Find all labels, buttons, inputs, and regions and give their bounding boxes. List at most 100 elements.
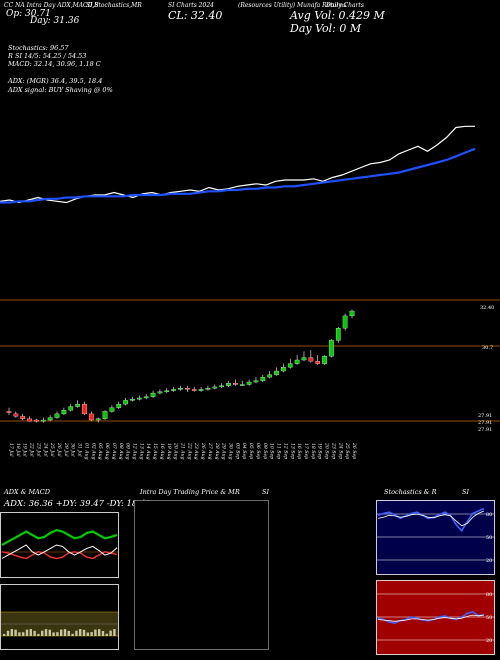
x-date-label: 05 Sep: [248, 443, 254, 459]
x-date-label: 10 Sep: [269, 443, 275, 459]
candle-up: [109, 407, 115, 412]
candle-up: [75, 403, 80, 407]
macd-histogram-bar: [10, 629, 13, 636]
adx-panel-title: ADX & MACD: [4, 488, 50, 496]
macd-histogram-bar: [41, 630, 44, 636]
macd-histogram-bar: [75, 630, 78, 636]
macd-histogram-bar: [60, 629, 63, 636]
candle-down: [6, 411, 12, 413]
candle-up: [301, 357, 307, 361]
price-level-mid: 30.7: [482, 345, 493, 351]
x-date-label: 30 Aug: [228, 443, 234, 460]
header-title-2: SI,Stochastics,MR: [86, 2, 142, 9]
x-date-label: 20 Aug: [173, 442, 179, 460]
candle-up: [349, 310, 355, 317]
x-date-label: 09 Aug: [125, 443, 131, 460]
x-date-label: 06 Sep: [255, 443, 261, 459]
candle-up: [143, 396, 149, 399]
header-title-3: SI Charts 2024: [168, 2, 214, 9]
x-date-label: 24 Jul: [42, 442, 48, 457]
candle-down: [13, 413, 19, 417]
candle-up: [322, 356, 327, 364]
macd-histogram-bar: [94, 629, 97, 636]
x-date-label: 29 Jul: [63, 442, 69, 457]
x-date-label: 18 Jul: [15, 443, 21, 457]
day-label: Day: 31.36: [30, 16, 80, 26]
macd-histogram-bar: [90, 632, 93, 636]
candle-up: [130, 399, 135, 401]
macd-histogram-bar: [14, 629, 17, 636]
macd-panel: [0, 584, 119, 650]
x-date-label: 06 Aug: [104, 443, 110, 460]
candle-up: [54, 413, 60, 418]
x-date-label: 26 Sep: [351, 442, 357, 459]
macd-histogram-bar: [63, 629, 67, 636]
header-title-4: (Resources Utility) Munafa Returns: [238, 2, 347, 9]
x-date-label: 12 Sep: [282, 443, 288, 459]
macd-histogram-bar: [22, 632, 25, 636]
x-date-label: 05 Aug: [97, 443, 103, 460]
intraday-panel: [134, 500, 269, 650]
x-date-label: 26 Jul: [56, 442, 62, 457]
price-level-low-2: 27.91: [478, 420, 492, 426]
moving-average-line: [0, 147, 476, 204]
x-date-label: 07 Aug: [111, 443, 117, 460]
macd-histogram-bar: [33, 630, 36, 636]
candle-up: [342, 315, 348, 329]
macd-histogram-bar: [109, 630, 112, 636]
candle-down: [191, 389, 197, 391]
candle-up: [116, 403, 122, 408]
candle-up: [150, 392, 156, 397]
x-date-label: 03 Sep: [234, 443, 240, 459]
macd-histogram-bar: [37, 633, 40, 636]
candle-down: [315, 361, 321, 364]
candle-up: [123, 400, 128, 405]
x-date-label: 22 Jul: [29, 442, 35, 457]
candle-up: [287, 363, 293, 368]
x-date-label: 11 Sep: [276, 443, 282, 459]
stoch-tick-50: 50: [486, 535, 492, 541]
x-date-label: 25 Jul: [49, 442, 55, 457]
header-title-1: CC NA Intra Day ADX,MACD,B: [4, 2, 99, 9]
x-date-label: 08 Aug: [118, 443, 124, 460]
macd-histogram-bar: [98, 629, 101, 636]
macd-histogram-bar: [82, 629, 86, 636]
candle-up: [274, 370, 279, 375]
x-date-label: 29 Aug: [221, 442, 227, 460]
candle-up: [95, 418, 101, 421]
x-date-label: 16 Aug: [159, 443, 165, 460]
macd-histogram-bar: [44, 629, 48, 636]
x-date-label: 12 Aug: [131, 443, 137, 460]
candle-up: [171, 389, 176, 391]
x-date-label: 28 Aug: [214, 442, 220, 460]
rsi-panel: 80 50 20: [376, 580, 495, 655]
x-date-label: 31 Jul: [77, 443, 83, 457]
x-date-label: 19 Jul: [22, 443, 28, 457]
x-date-label: 23 Aug: [193, 442, 199, 460]
candle-down: [233, 383, 238, 385]
macd-histogram-bar: [79, 629, 82, 636]
candle-up: [226, 383, 231, 386]
x-date-label: 19 Aug: [166, 443, 172, 460]
candle-up: [47, 417, 53, 421]
x-date-label: 23 Sep: [330, 442, 336, 459]
adx-panel: [0, 512, 119, 578]
candle-up: [205, 388, 211, 390]
candle-up: [178, 388, 183, 390]
candle-up: [61, 410, 67, 415]
candle-up: [136, 397, 142, 400]
candle-up: [253, 380, 259, 383]
x-date-label: 09 Sep: [262, 443, 268, 459]
x-date-label: 19 Sep: [317, 443, 323, 459]
indicator-adx: ADX: (MGR) 36.4, 39.5, 18.4: [8, 77, 103, 85]
candle-up: [329, 340, 334, 357]
x-date-label: 15 Aug: [152, 443, 158, 460]
macd-histogram-bar: [67, 630, 70, 636]
candle-up: [335, 327, 341, 341]
x-date-label: 13 Sep: [289, 443, 295, 459]
x-date-label: 14 Aug: [145, 443, 151, 460]
candle-up: [157, 391, 163, 394]
indicator-macd: MACD: 32.14, 30.96, 1.18 C: [8, 60, 101, 68]
rsi-tick-80: 80: [486, 592, 492, 598]
x-date-label: 04 Sep: [241, 443, 247, 459]
